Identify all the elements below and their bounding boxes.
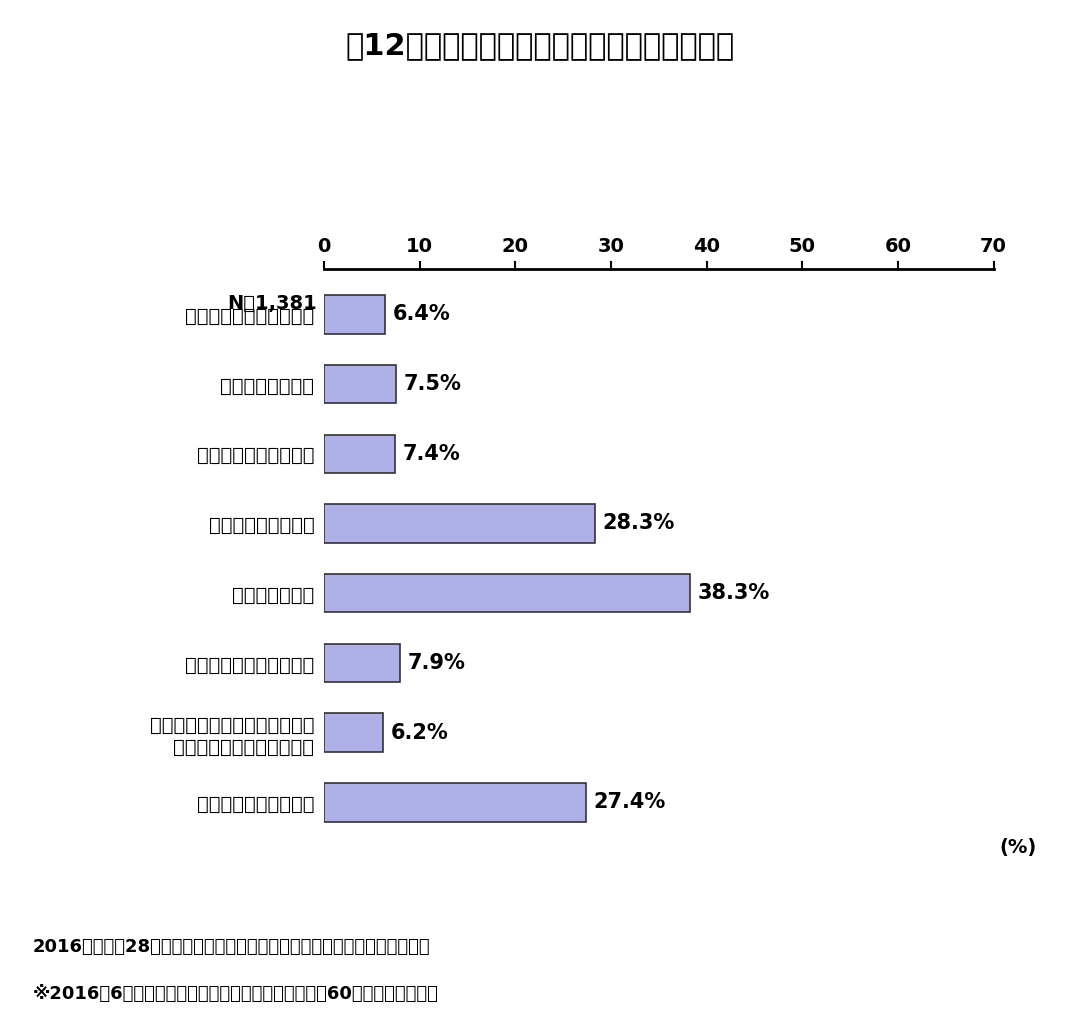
Text: ※2016年6月に実査。対象は施設入居者を除く全国の60歳以上の男女個人: ※2016年6月に実査。対象は施設入居者を除く全国の60歳以上の男女個人 <box>32 985 438 1003</box>
Text: (%): (%) <box>999 839 1037 857</box>
Text: 27.4%: 27.4% <box>594 792 666 813</box>
Bar <box>324 574 690 612</box>
Bar <box>324 505 595 543</box>
Text: 7.9%: 7.9% <box>407 652 465 673</box>
Bar <box>324 644 400 682</box>
Text: 6.2%: 6.2% <box>391 723 448 742</box>
Text: 6.4%: 6.4% <box>393 304 450 325</box>
Bar <box>324 783 586 822</box>
Bar <box>324 713 383 752</box>
Bar <box>324 295 386 334</box>
Bar <box>324 365 395 403</box>
Bar <box>324 434 395 473</box>
Text: 38.3%: 38.3% <box>698 583 770 603</box>
Text: 7.4%: 7.4% <box>403 444 460 464</box>
Text: 2016年（平成28年）　　高齢者の経済・生活環境に関する調査（内閣府）: 2016年（平成28年） 高齢者の経済・生活環境に関する調査（内閣府） <box>32 939 430 956</box>
Text: N＝1,381: N＝1,381 <box>227 294 318 313</box>
Text: 7.5%: 7.5% <box>404 374 461 394</box>
Text: 図12．社会的（貢献）活動をしていない理由: 図12．社会的（貢献）活動をしていない理由 <box>346 31 734 60</box>
Text: 28.3%: 28.3% <box>603 514 675 534</box>
